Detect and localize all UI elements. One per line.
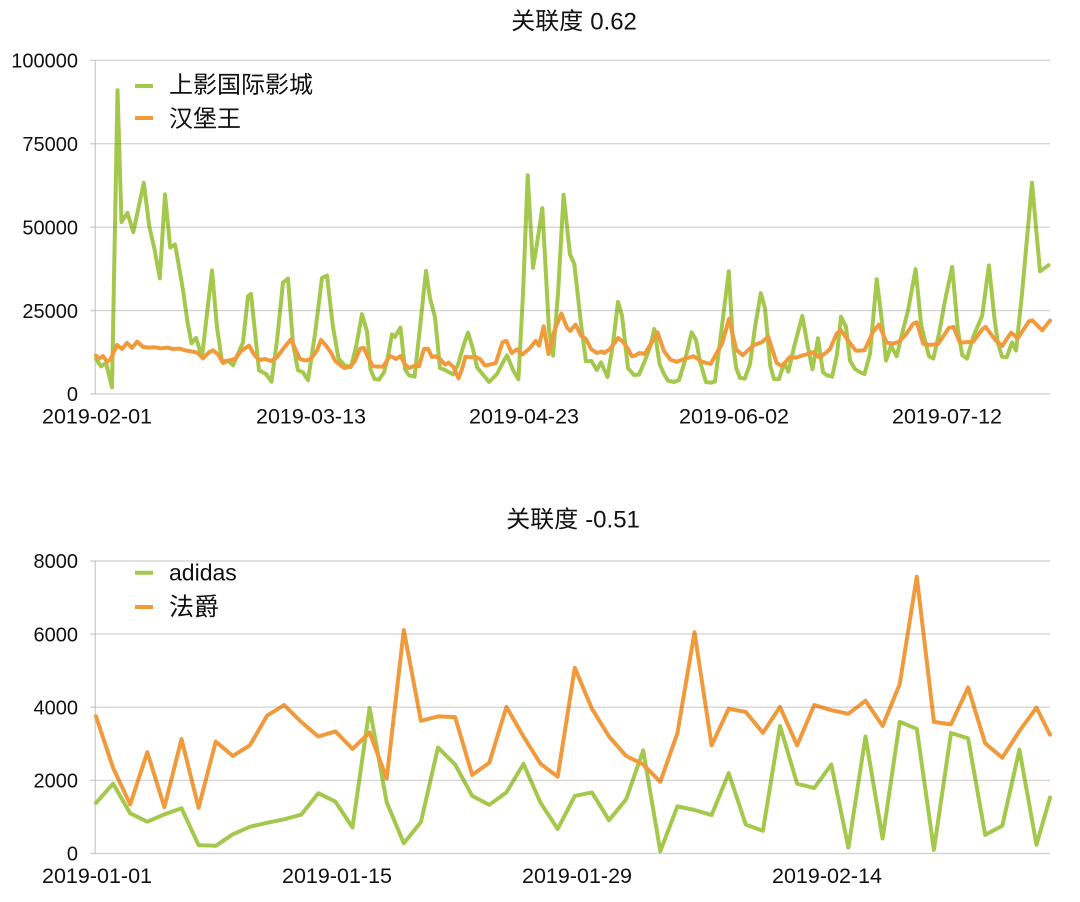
svg-text:0: 0	[67, 384, 78, 406]
svg-text:50000: 50000	[22, 217, 78, 239]
svg-text:8000: 8000	[34, 551, 79, 573]
svg-text:75000: 75000	[22, 134, 78, 156]
svg-text:2019-04-23: 2019-04-23	[469, 404, 579, 428]
svg-text:0: 0	[67, 844, 78, 866]
svg-text:6000: 6000	[34, 624, 79, 646]
svg-text:-0.51: -0.51	[585, 507, 640, 534]
svg-text:4000: 4000	[34, 698, 79, 720]
svg-text:2019-01-15: 2019-01-15	[282, 864, 392, 888]
svg-text:100000: 100000	[11, 51, 78, 73]
svg-text:2019-07-12: 2019-07-12	[892, 404, 1002, 428]
svg-text:2019-01-29: 2019-01-29	[522, 864, 632, 888]
svg-text:2019-06-02: 2019-06-02	[679, 404, 789, 428]
svg-text:2000: 2000	[34, 771, 79, 793]
svg-text:2019-02-14: 2019-02-14	[772, 864, 882, 888]
svg-text:adidas: adidas	[169, 560, 237, 586]
svg-text:2019-03-13: 2019-03-13	[256, 404, 366, 428]
svg-text:0.62: 0.62	[590, 8, 637, 35]
svg-text:2019-02-01: 2019-02-01	[42, 404, 152, 428]
svg-text:25000: 25000	[22, 301, 78, 323]
svg-text:2019-01-01: 2019-01-01	[42, 864, 152, 888]
